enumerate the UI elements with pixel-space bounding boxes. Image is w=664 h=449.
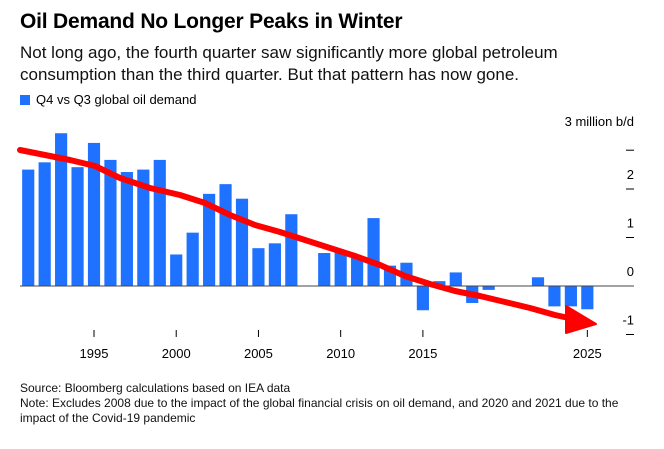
bar — [351, 256, 364, 286]
y-tick-label: 2 — [627, 167, 634, 182]
chart-subtitle: Not long ago, the fourth quarter saw sig… — [20, 43, 558, 84]
bar — [219, 184, 232, 286]
footnote: Note: Excludes 2008 due to the impact of… — [20, 396, 619, 425]
bar — [334, 252, 347, 286]
legend-swatch — [20, 94, 30, 105]
bar — [235, 198, 249, 286]
legend-label: Q4 vs Q3 global oil demand — [36, 92, 197, 107]
bar — [581, 286, 594, 310]
bar — [38, 162, 51, 286]
bar — [252, 248, 265, 286]
x-tick-label: 2015 — [408, 346, 437, 361]
x-tick-label: 1995 — [80, 346, 109, 361]
bar — [548, 286, 561, 307]
footer: Source: Bloomberg calculations based on … — [20, 381, 650, 426]
trend-arrow-line — [17, 147, 581, 323]
bar — [482, 286, 495, 290]
bar — [203, 193, 216, 286]
bar — [285, 214, 298, 286]
bar — [318, 253, 331, 286]
x-tick-label: 2005 — [244, 346, 273, 361]
source-note: Source: Bloomberg calculations based on … — [20, 381, 291, 395]
bar — [564, 286, 577, 307]
bar — [55, 133, 68, 286]
bar — [186, 232, 199, 286]
y-tick-label: 0 — [627, 264, 634, 279]
bar — [87, 142, 101, 286]
bar — [449, 272, 462, 286]
bar — [22, 169, 35, 286]
trend-arrow-head — [565, 305, 597, 334]
bar — [531, 277, 545, 286]
x-tick-label: 2010 — [326, 346, 355, 361]
bar — [153, 159, 166, 286]
bar — [268, 243, 281, 286]
y-tick-label: -1 — [622, 313, 634, 328]
x-tick-label: 2000 — [162, 346, 191, 361]
bar — [120, 172, 133, 286]
legend: Q4 vs Q3 global oil demand — [20, 92, 196, 107]
bar — [137, 169, 150, 286]
bar — [170, 254, 183, 286]
y-tick-label: 1 — [627, 216, 634, 231]
bar — [367, 218, 380, 286]
bar — [71, 167, 84, 286]
y-axis-label: 3 million b/d — [565, 114, 634, 129]
bar — [104, 159, 117, 286]
x-tick-label: 2025 — [573, 346, 602, 361]
chart-title: Oil Demand No Longer Peaks in Winter — [20, 10, 403, 33]
bar — [416, 286, 429, 311]
